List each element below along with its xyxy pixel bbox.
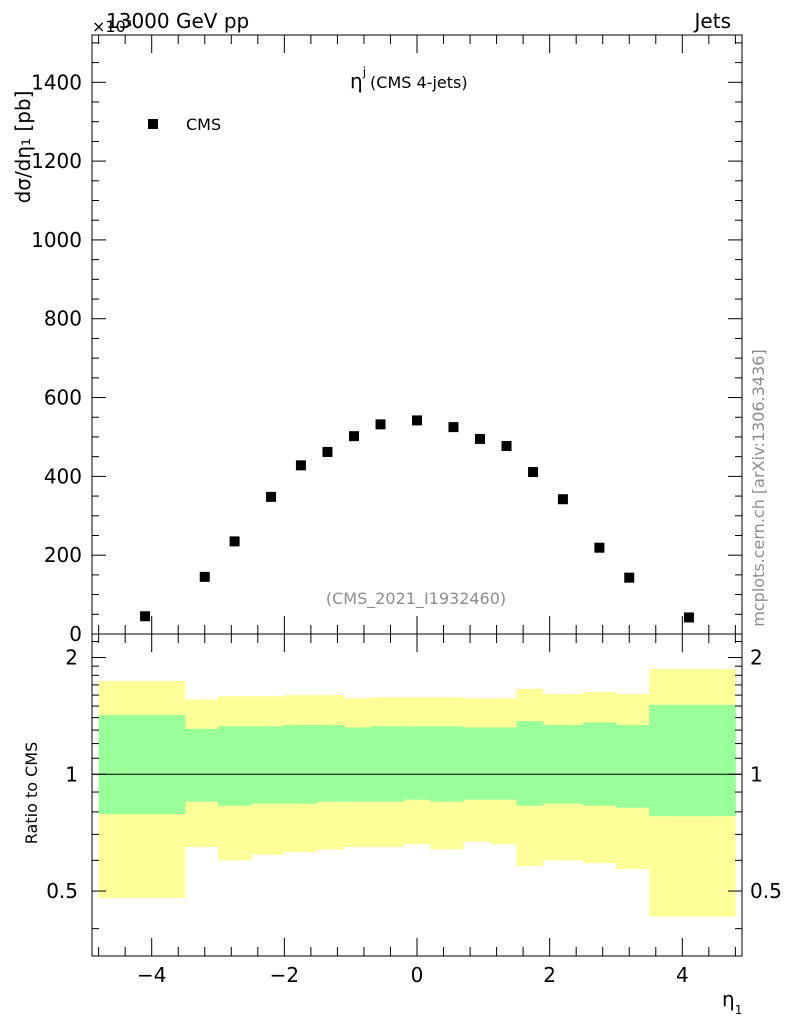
data-point [140, 611, 151, 622]
main-title-rest: (CMS 4-jets) [370, 73, 468, 92]
data-point [475, 433, 486, 444]
y-tick-label: 1000 [31, 228, 82, 252]
data-point [199, 571, 210, 582]
y-tick-label: 400 [44, 464, 82, 488]
ratio-frame [91, 633, 743, 957]
main-title-sup: j [362, 65, 366, 79]
x-tick-label: −2 [270, 963, 299, 987]
ratio-band-green [582, 722, 617, 806]
data-point [624, 572, 635, 583]
analysis-label: (CMS_2021_I1932460) [326, 589, 506, 609]
legend-label-cms: CMS [186, 115, 221, 134]
main-ylabel: dσ/dη₁ [pb] [11, 91, 35, 204]
ratio-band-green [98, 715, 186, 814]
ratio-band-green [344, 727, 372, 802]
data-point [594, 542, 605, 553]
y-tick-label: 1200 [31, 149, 82, 173]
ratio-panel: −4 −2 0 2 4 0.5 0.5 1 1 2 2 [46, 633, 782, 987]
data-point [375, 419, 386, 430]
data-point [266, 491, 277, 502]
x-tick-label: 2 [543, 963, 556, 987]
data-point [528, 467, 539, 478]
ratio-band-green [317, 724, 345, 802]
y-tick-label: 600 [44, 386, 82, 410]
ratio-band-green [184, 728, 219, 802]
ratio-bands [98, 668, 736, 917]
ratio-y-tick-label: 0.5 [46, 879, 78, 903]
ratio-y-tick-label-right: 0.5 [750, 879, 782, 903]
xlabel-sub: 1 [735, 1003, 743, 1017]
data-point [448, 422, 459, 433]
ratio-y-tick-label-right: 2 [750, 646, 763, 670]
y-tick-label: 800 [44, 307, 82, 331]
ratio-band-green [649, 704, 736, 817]
cms-data-points [140, 415, 694, 623]
y-tick-label: 0 [69, 622, 82, 646]
data-point [557, 494, 568, 505]
ratio-band-green [251, 726, 285, 804]
main-title: ηj (CMS 4-jets) [350, 65, 468, 93]
xlabel-eta: η [722, 987, 735, 1011]
ratio-band-green [370, 726, 405, 802]
data-point [348, 431, 359, 442]
ratio-axis-ticks: −4 −2 0 2 4 0.5 0.5 1 1 2 2 [46, 634, 782, 987]
header-right: Jets [693, 9, 731, 33]
data-point [295, 460, 306, 471]
main-axis-ticks: 0 200 400 600 800 1000 1200 1400 [31, 35, 742, 646]
exponent-label: ×10³ [92, 17, 132, 36]
y-tick-label: 200 [44, 543, 82, 567]
data-point [683, 612, 694, 623]
x-tick-label: −4 [137, 963, 166, 987]
x-tick-label: 0 [411, 963, 424, 987]
side-label: mcplots.cern.ch [arXiv:1306.3436] [749, 349, 768, 626]
ratio-band-green [430, 726, 464, 802]
ratio-band-green [218, 726, 252, 806]
ratio-y-tick-label: 1 [65, 762, 78, 786]
header-left: 13000 GeV pp [106, 9, 249, 33]
main-panel: ηj (CMS 4-jets) CMS (CMS_2021_I1932460) 0… [31, 34, 743, 646]
x-tick-label: 4 [676, 963, 689, 987]
ratio-band-green [463, 727, 491, 800]
ratio-y-tick-label: 2 [65, 646, 78, 670]
data-point [412, 415, 422, 426]
y-tick-label: 1400 [31, 70, 82, 94]
main-title-eta: η [350, 69, 363, 93]
ratio-band-green [489, 727, 517, 800]
ratio-band-green [615, 724, 650, 808]
ratio-band-green [516, 721, 544, 806]
ratio-band-green [284, 724, 319, 804]
ratio-ylabel: Ratio to CMS [22, 742, 41, 844]
ratio-band-green [543, 724, 584, 804]
ratio-y-tick-label-right: 1 [750, 762, 763, 786]
ratio-xlabel: η1 [722, 987, 742, 1017]
data-point [322, 446, 333, 457]
data-point [501, 441, 512, 452]
ratio-band-green [403, 726, 431, 800]
legend-marker-cms [148, 119, 158, 129]
data-point [229, 536, 240, 547]
